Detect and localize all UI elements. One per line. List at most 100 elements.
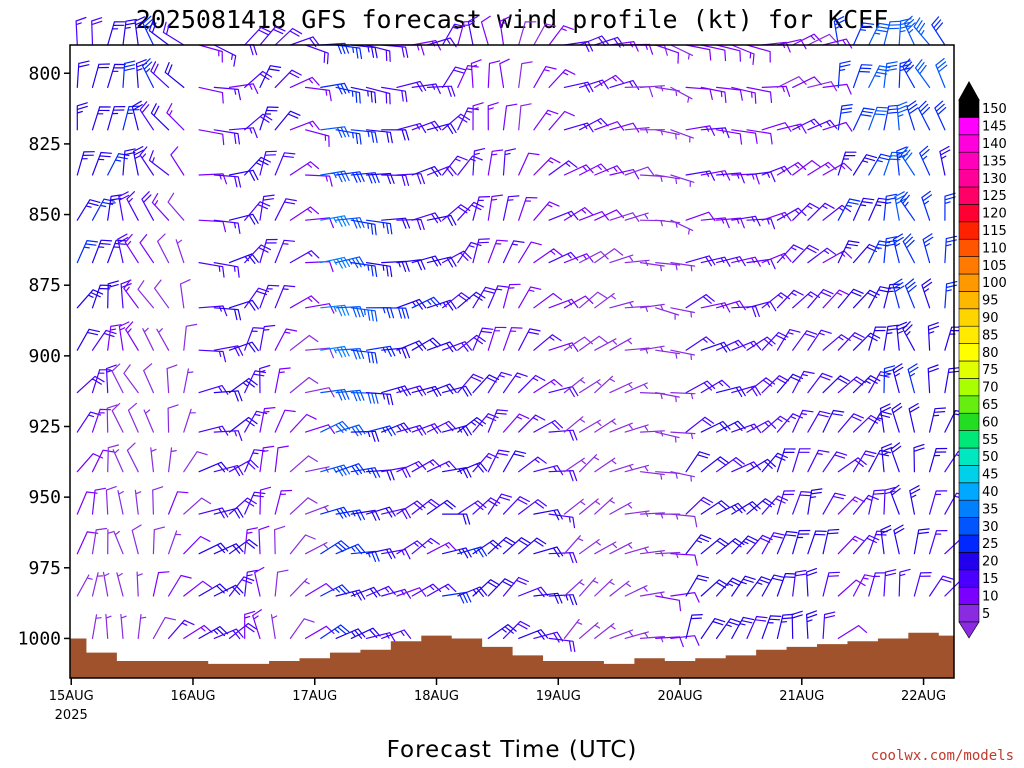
wind-barb: [198, 86, 224, 104]
wind-barb: [670, 392, 696, 400]
wind-barb: [152, 486, 164, 515]
wind-barb: [502, 148, 516, 176]
wind-barb: [442, 547, 472, 559]
wind-barb: [852, 289, 880, 309]
wind-barb: [731, 535, 759, 555]
wind-barb: [320, 170, 350, 183]
wind-barb: [134, 16, 146, 46]
wind-barb: [105, 364, 117, 394]
wind-barb: [259, 194, 275, 221]
colorbar-swatch: [958, 134, 980, 153]
colorbar-label: 45: [982, 468, 999, 483]
wind-barb: [609, 463, 634, 473]
wind-barb: [91, 17, 103, 46]
wind-barb: [609, 80, 640, 90]
wind-barb: [896, 321, 908, 351]
wind-barb: [502, 413, 530, 433]
wind-barb: [365, 392, 394, 406]
wind-barb: [470, 59, 482, 88]
wind-barb: [457, 334, 486, 351]
wind-barb: [852, 197, 875, 221]
wind-barb: [365, 262, 393, 278]
x-tick-label: 19AUG: [536, 689, 581, 704]
wind-barb: [624, 585, 648, 597]
wind-barb: [142, 15, 155, 46]
wind-barb: [868, 22, 891, 46]
wind-barb: [136, 571, 143, 597]
wind-barb: [807, 329, 832, 351]
wind-barb: [518, 456, 547, 473]
wind-barb: [563, 253, 594, 264]
wind-barb: [183, 580, 212, 597]
wind-barb: [137, 280, 154, 309]
wind-barb: [289, 120, 320, 131]
wind-barb: [533, 66, 557, 88]
wind-barb: [244, 491, 266, 515]
wind-barb: [457, 241, 482, 264]
wind-barb: [931, 16, 946, 46]
x-tick-sublabel: 2025: [55, 708, 88, 723]
wind-barb: [396, 424, 427, 436]
wind-barb: [879, 403, 891, 433]
wind-barb: [350, 86, 377, 104]
colorbar-label: 10: [982, 589, 999, 604]
wind-barb: [837, 332, 865, 351]
wind-barb: [107, 444, 119, 473]
wind-barb: [609, 580, 631, 597]
wind-barb: [167, 192, 185, 221]
wind-barb: [746, 615, 768, 639]
wind-barb: [624, 86, 654, 98]
wind-barb: [685, 44, 712, 61]
wind-barb: [746, 498, 775, 515]
colorbar-swatch: [958, 552, 980, 571]
wind-barb: [892, 233, 904, 264]
wind-barb: [442, 385, 472, 397]
chart-title: 2025081418 GFS forecast wind profile (kt…: [136, 5, 889, 34]
wind-barb: [274, 525, 286, 555]
wind-barb: [837, 457, 867, 473]
wind-barb: [891, 402, 903, 433]
wind-barb: [289, 455, 318, 473]
colorbar-label: 50: [982, 450, 999, 465]
wind-barb: [335, 389, 365, 402]
wind-barb: [132, 146, 145, 176]
wind-barb: [472, 286, 497, 309]
x-axis: 15AUG 2025 16AUG 17AUG 18AUG 19AUG 20AUG 21AUG 2…: [49, 678, 946, 723]
wind-barb: [76, 199, 101, 221]
wind-barb: [502, 372, 528, 394]
wind-barb: [198, 219, 227, 233]
wind-barb: [117, 490, 124, 515]
wind-barb: [685, 451, 711, 473]
wind-barb: [442, 467, 472, 479]
wind-barb: [411, 385, 442, 397]
wind-barb: [533, 248, 563, 264]
wind-barb: [442, 250, 472, 264]
wind-barb: [852, 450, 877, 473]
wind-barb: [868, 106, 889, 131]
wind-barb: [457, 155, 483, 176]
wind-barb: [472, 374, 500, 394]
wind-barb: [320, 540, 350, 555]
wind-barb: [107, 21, 126, 46]
colorbar-swatch: [958, 169, 980, 188]
wind-barb: [518, 414, 546, 433]
wind-barb: [274, 445, 289, 473]
wind-barb: [426, 299, 457, 311]
wind-barb: [472, 238, 490, 264]
colorbar-swatch: [958, 534, 980, 553]
wind-barb: [639, 303, 665, 311]
wind-barb: [944, 192, 956, 221]
wind-barb: [944, 367, 960, 394]
wind-barb: [228, 299, 259, 311]
wind-barb: [792, 409, 814, 433]
wind-barb: [259, 238, 278, 264]
wind-barb: [228, 459, 259, 473]
wind-barb: [624, 43, 654, 55]
wind-barb: [166, 103, 185, 131]
wind-barb: [381, 307, 410, 319]
wind-barb: [365, 219, 393, 235]
wind-barb: [655, 595, 682, 612]
wind-barb: [731, 173, 760, 185]
wind-barb: [350, 307, 378, 322]
wind-barb: [579, 250, 609, 264]
